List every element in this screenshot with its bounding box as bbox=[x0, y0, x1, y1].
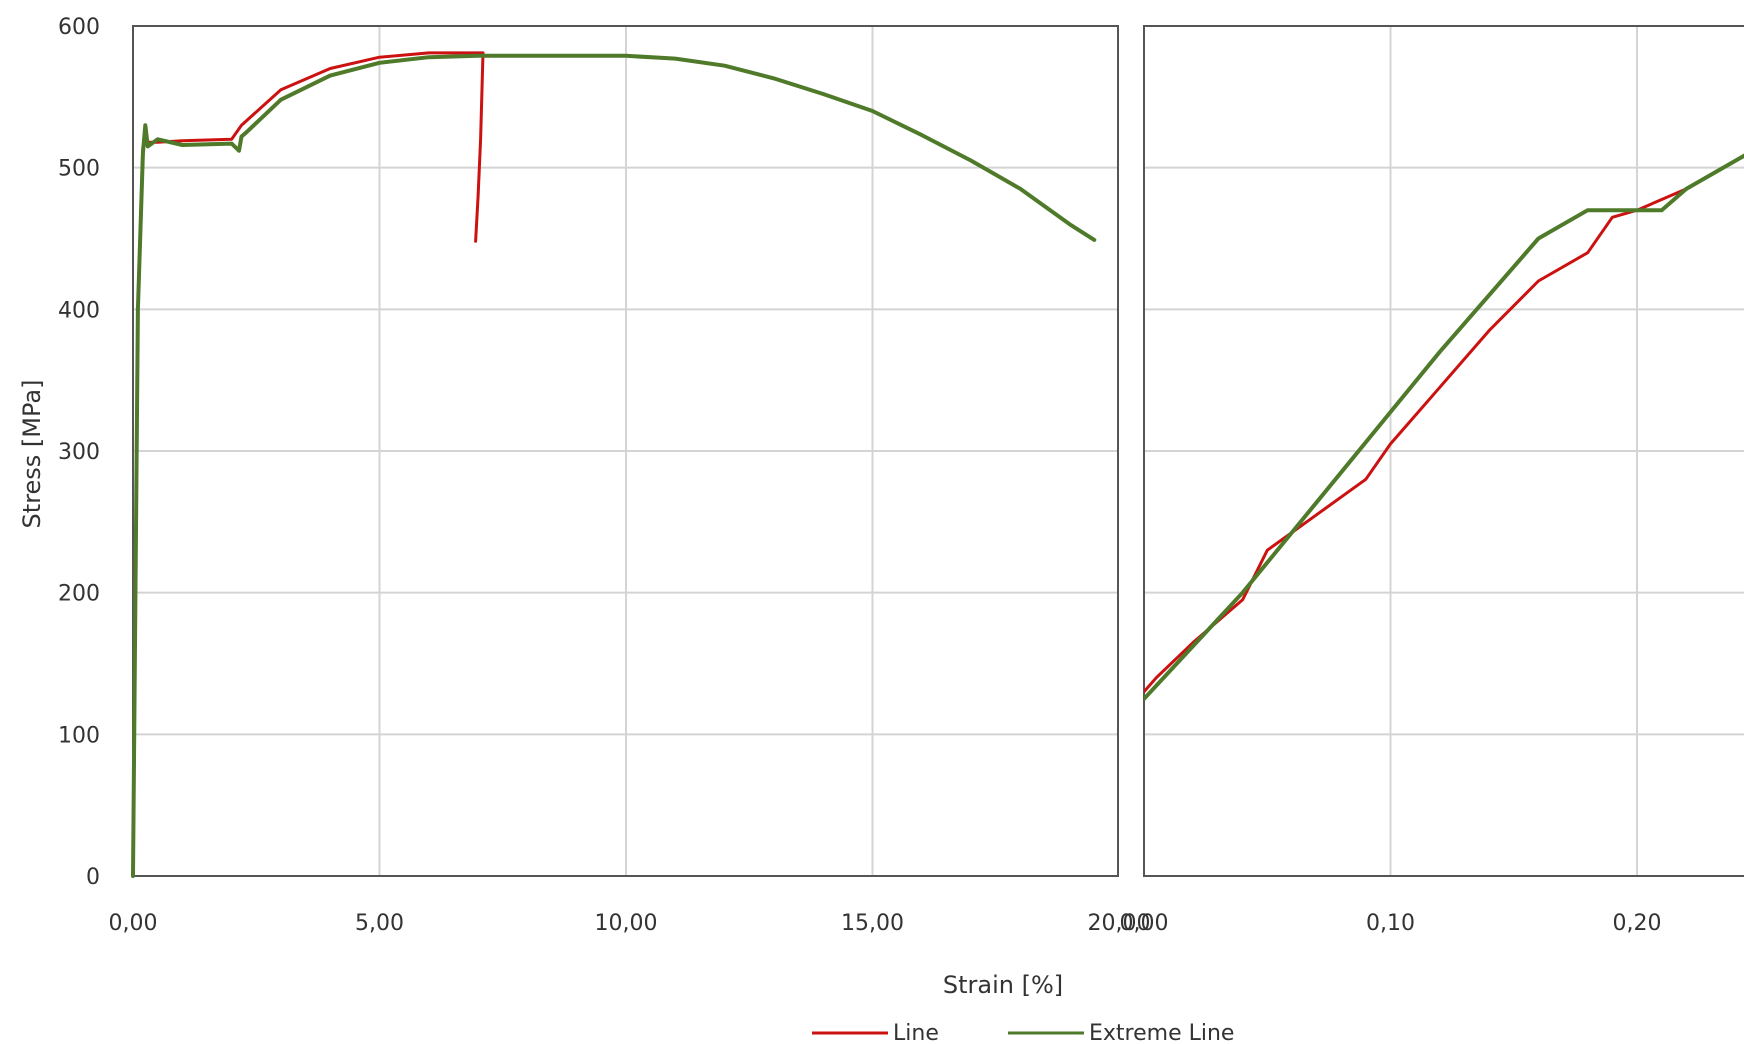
x-tick-label: 5,00 bbox=[355, 911, 404, 936]
x-tick-label: 10,00 bbox=[595, 911, 658, 936]
y-tick-label: 100 bbox=[58, 723, 100, 748]
y-tick-label: 200 bbox=[58, 582, 100, 607]
x-tick-label: 0,20 bbox=[1613, 911, 1662, 936]
x-tick-label: 0,00 bbox=[1120, 911, 1169, 936]
legend-label-extreme-line: Extreme Line bbox=[1089, 1021, 1234, 1044]
x-axis-title: Strain [%] bbox=[943, 971, 1063, 999]
y-tick-label: 400 bbox=[58, 298, 100, 323]
y-tick-label: 600 bbox=[58, 15, 100, 40]
legend: Line Extreme Line bbox=[812, 1021, 1234, 1044]
series-extreme-line-left bbox=[131, 53, 1097, 878]
y-tick-label: 500 bbox=[58, 157, 100, 182]
legend-label-line: Line bbox=[893, 1021, 939, 1044]
plot-frame bbox=[132, 25, 1119, 877]
y-axis-title: Stress [MPa] bbox=[18, 380, 46, 529]
x-tick-label: 15,00 bbox=[841, 911, 904, 936]
plot-frame bbox=[1143, 25, 1744, 877]
x-tick-label: 0,00 bbox=[109, 911, 158, 936]
series-line-left bbox=[131, 51, 485, 878]
series-line-right bbox=[1144, 154, 1744, 694]
right-chart-panel: 0,00 0,10 0,20 bbox=[1120, 25, 1744, 936]
y-tick-label: 0 bbox=[86, 865, 100, 890]
x-tick-label: 0,10 bbox=[1366, 911, 1415, 936]
series-extreme-line-right bbox=[1144, 153, 1744, 701]
left-chart-panel: 0 100 200 300 400 500 600 0,00 5,00 10,00 15,00 20,… bbox=[58, 15, 1150, 936]
x-tick-label: 20,00 bbox=[1088, 911, 1151, 936]
y-tick-label: 300 bbox=[58, 440, 100, 465]
